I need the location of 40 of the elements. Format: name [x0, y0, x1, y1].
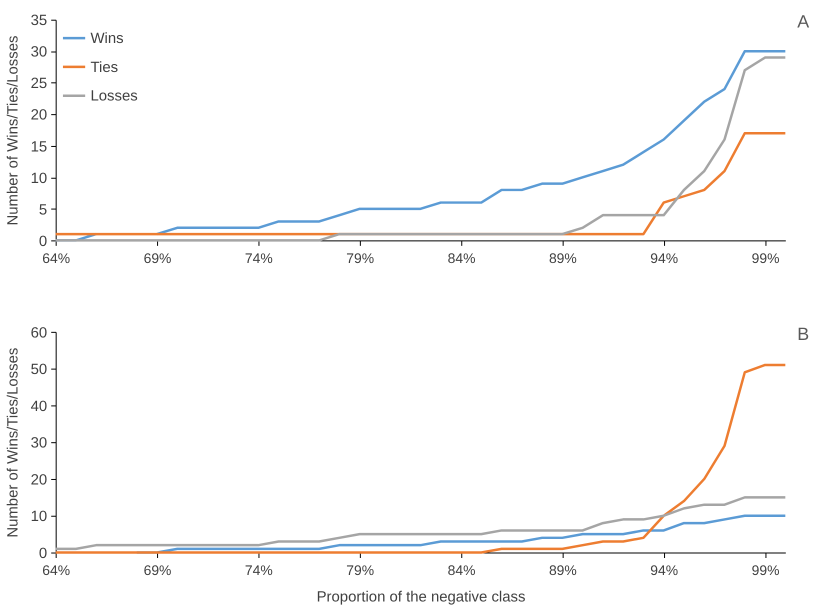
x-tick-label: 99%: [752, 562, 780, 578]
x-tick-label: 94%: [650, 562, 678, 578]
legend-label: Ties: [90, 60, 118, 76]
y-tick-label: 20: [30, 108, 48, 124]
y-tick-label: 30: [30, 44, 48, 61]
y-tick-label: 40: [30, 398, 48, 415]
x-tick-label: 69%: [144, 562, 172, 578]
y-tick-label: 0: [38, 234, 48, 250]
x-tick-label: 74%: [244, 562, 273, 578]
y-tick-label: 50: [30, 362, 48, 378]
x-tick-label: 64%: [42, 250, 70, 266]
line-series: [54, 496, 787, 550]
y-tick-label: 15: [30, 139, 48, 156]
text: A: [797, 12, 810, 32]
x-tick-label: 94%: [650, 250, 678, 266]
y-axis-title: Number of Wins/Ties/Losses: [6, 36, 22, 226]
x-tick-label: 74%: [244, 250, 273, 266]
x-tick-label: 84%: [448, 250, 476, 266]
x-tick-label: 69%: [144, 250, 172, 266]
y-tick-label: 10: [30, 509, 48, 526]
x-tick-label: 64%: [42, 562, 70, 578]
y-tick-label: 60: [30, 325, 48, 342]
x-axis-title: Proportion of the negative class: [316, 590, 526, 605]
x-tick-label: 84%: [448, 562, 476, 578]
y-tick-label: 30: [30, 436, 48, 452]
y-axis-title: Number of Wins/Ties/Losses: [6, 348, 22, 538]
y-tick-label: 25: [30, 76, 48, 92]
x-tick-label: 79%: [346, 562, 374, 578]
y-tick-label: 10: [30, 170, 48, 187]
text: B: [797, 324, 810, 344]
y-tick-label: 5: [38, 202, 48, 218]
legend-label: Losses: [90, 88, 138, 105]
x-tick-label: 79%: [346, 250, 374, 266]
x-tick-label: 89%: [548, 250, 577, 266]
y-tick-label: 20: [30, 472, 48, 488]
y-tick-label: 35: [30, 13, 48, 30]
x-tick-label: 89%: [548, 562, 577, 578]
y-tick-label: 0: [38, 546, 48, 562]
legend-label: Wins: [90, 31, 124, 48]
x-tick-label: 99%: [752, 250, 780, 266]
